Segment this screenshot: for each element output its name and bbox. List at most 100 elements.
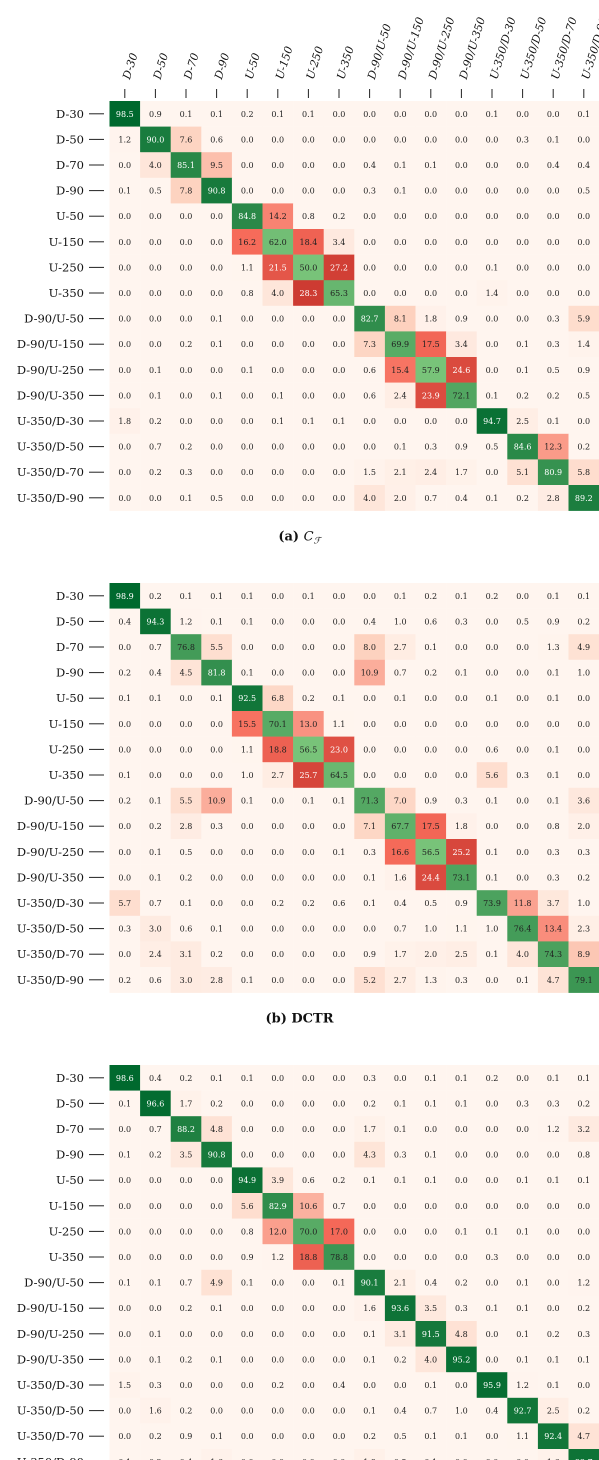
column-label: D-90/U-150	[395, 16, 427, 82]
heatmap-cell	[170, 967, 202, 993]
row-label: D-30	[56, 107, 84, 121]
heatmap-cell	[537, 1244, 569, 1271]
cell-value: 0.1	[118, 1458, 131, 1460]
cell-value: 0.7	[149, 643, 162, 652]
cell-value: 0.0	[394, 1381, 407, 1390]
cell-value: 0.1	[577, 1355, 590, 1364]
cell-value: 0.0	[394, 238, 407, 247]
cell-value: 0.0	[118, 1355, 131, 1364]
cell-value: 0.0	[333, 110, 346, 119]
cell-value: 0.1	[424, 161, 437, 170]
heatmap-cell	[568, 634, 599, 661]
cell-value: 5.9	[577, 315, 590, 324]
row-label: D-90/U-150	[17, 1301, 84, 1315]
heatmap-cell	[109, 1397, 141, 1424]
heatmap-cell	[109, 1372, 141, 1399]
heatmap-cell	[507, 608, 539, 635]
heatmap-cell	[231, 254, 263, 281]
cell-value: 0.0	[333, 161, 346, 170]
heatmap-cell	[476, 864, 508, 891]
heatmap-cell	[323, 433, 355, 460]
heatmap-cell	[323, 1321, 355, 1347]
cell-value: 0.0	[455, 187, 468, 196]
cell-value: 0.0	[302, 1151, 315, 1160]
heatmap-cell	[293, 864, 324, 891]
heatmap-cell	[384, 634, 416, 661]
heatmap-cell	[354, 1321, 386, 1347]
heatmap-cell	[354, 1449, 386, 1460]
heatmap-cell	[354, 1423, 386, 1450]
cell-value: 0.0	[363, 592, 376, 601]
cell-value: 0.1	[547, 1381, 560, 1390]
cell-value: 0.0	[424, 1227, 437, 1236]
column-label: U-350	[334, 45, 356, 81]
cell-value: 0.0	[118, 1227, 131, 1236]
heatmap-cell	[323, 177, 355, 204]
heatmap-cell	[507, 1295, 539, 1322]
heatmap-cell	[170, 1090, 202, 1117]
heatmap-cell	[293, 1372, 324, 1399]
heatmap-cell	[140, 839, 171, 865]
heatmap-cell	[231, 1269, 263, 1296]
cell-value: 0.0	[302, 848, 315, 857]
heatmap-cell	[201, 915, 233, 942]
cell-value: 18.8	[299, 1253, 317, 1262]
cell-value: 0.3	[210, 822, 223, 831]
heatmap-cell	[476, 357, 508, 383]
heatmap-cell	[476, 1269, 508, 1296]
heatmap-cell	[507, 864, 539, 891]
cell-value: 0.0	[180, 289, 193, 298]
heatmap-cell	[170, 1269, 202, 1296]
cell-value: 0.1	[516, 1330, 529, 1339]
heatmap-cell-diagonal	[507, 1397, 539, 1424]
heatmap-cell	[262, 967, 294, 993]
heatmap-cell	[231, 408, 263, 435]
heatmap-cell	[140, 634, 171, 661]
cell-value: 71.3	[361, 797, 379, 806]
heatmap-cell	[201, 1269, 233, 1296]
cell-value: 28.3	[299, 289, 317, 298]
heatmap-cell	[170, 1372, 202, 1399]
cell-value: 0.0	[333, 1151, 346, 1160]
cell-value: 1.0	[394, 617, 407, 626]
row-label: U-50	[56, 209, 84, 223]
cell-value: 3.2	[577, 1125, 590, 1134]
heatmap-cell	[231, 890, 263, 917]
cell-value: 0.0	[118, 289, 131, 298]
heatmap-cell	[446, 485, 477, 511]
heatmap-cell	[201, 634, 233, 661]
cell-value: 0.0	[241, 873, 254, 882]
cell-value: 0.6	[149, 976, 162, 985]
cell-value: 98.9	[116, 592, 134, 601]
cell-value: 4.0	[363, 494, 376, 503]
cell-value: 0.0	[547, 187, 560, 196]
cell-value: 6.8	[271, 694, 284, 703]
cell-value: 0.0	[118, 1253, 131, 1262]
cell-value: 0.0	[424, 289, 437, 298]
cell-value: 0.9	[424, 797, 437, 806]
heatmap-cell	[446, 177, 477, 204]
heatmap-cell	[507, 967, 539, 993]
heatmap-cell	[170, 915, 202, 942]
cell-value: 0.2	[180, 1407, 193, 1416]
cell-value: 0.0	[516, 1125, 529, 1134]
heatmap-cell	[231, 711, 263, 737]
cell-value: 0.1	[394, 443, 407, 452]
cell-value: 0.1	[516, 976, 529, 985]
cell-value: 1.6	[363, 1304, 376, 1313]
cell-value: 64.5	[330, 771, 348, 780]
heatmap-cell	[293, 762, 324, 789]
cell-value: 0.0	[455, 289, 468, 298]
cell-value: 0.0	[241, 899, 254, 908]
cell-value: 0.0	[118, 1304, 131, 1313]
cell-value: 0.1	[516, 1279, 529, 1288]
cell-value: 70.1	[269, 720, 287, 729]
heatmap-cell-diagonal	[568, 485, 599, 511]
cell-value: 0.0	[363, 745, 376, 754]
heatmap-cell	[415, 787, 447, 814]
cell-value: 2.8	[180, 822, 193, 831]
heatmap-cell	[415, 762, 447, 789]
heatmap-cell	[231, 813, 263, 840]
cell-value: 1.5	[118, 1381, 131, 1390]
cell-value: 0.1	[118, 1279, 131, 1288]
